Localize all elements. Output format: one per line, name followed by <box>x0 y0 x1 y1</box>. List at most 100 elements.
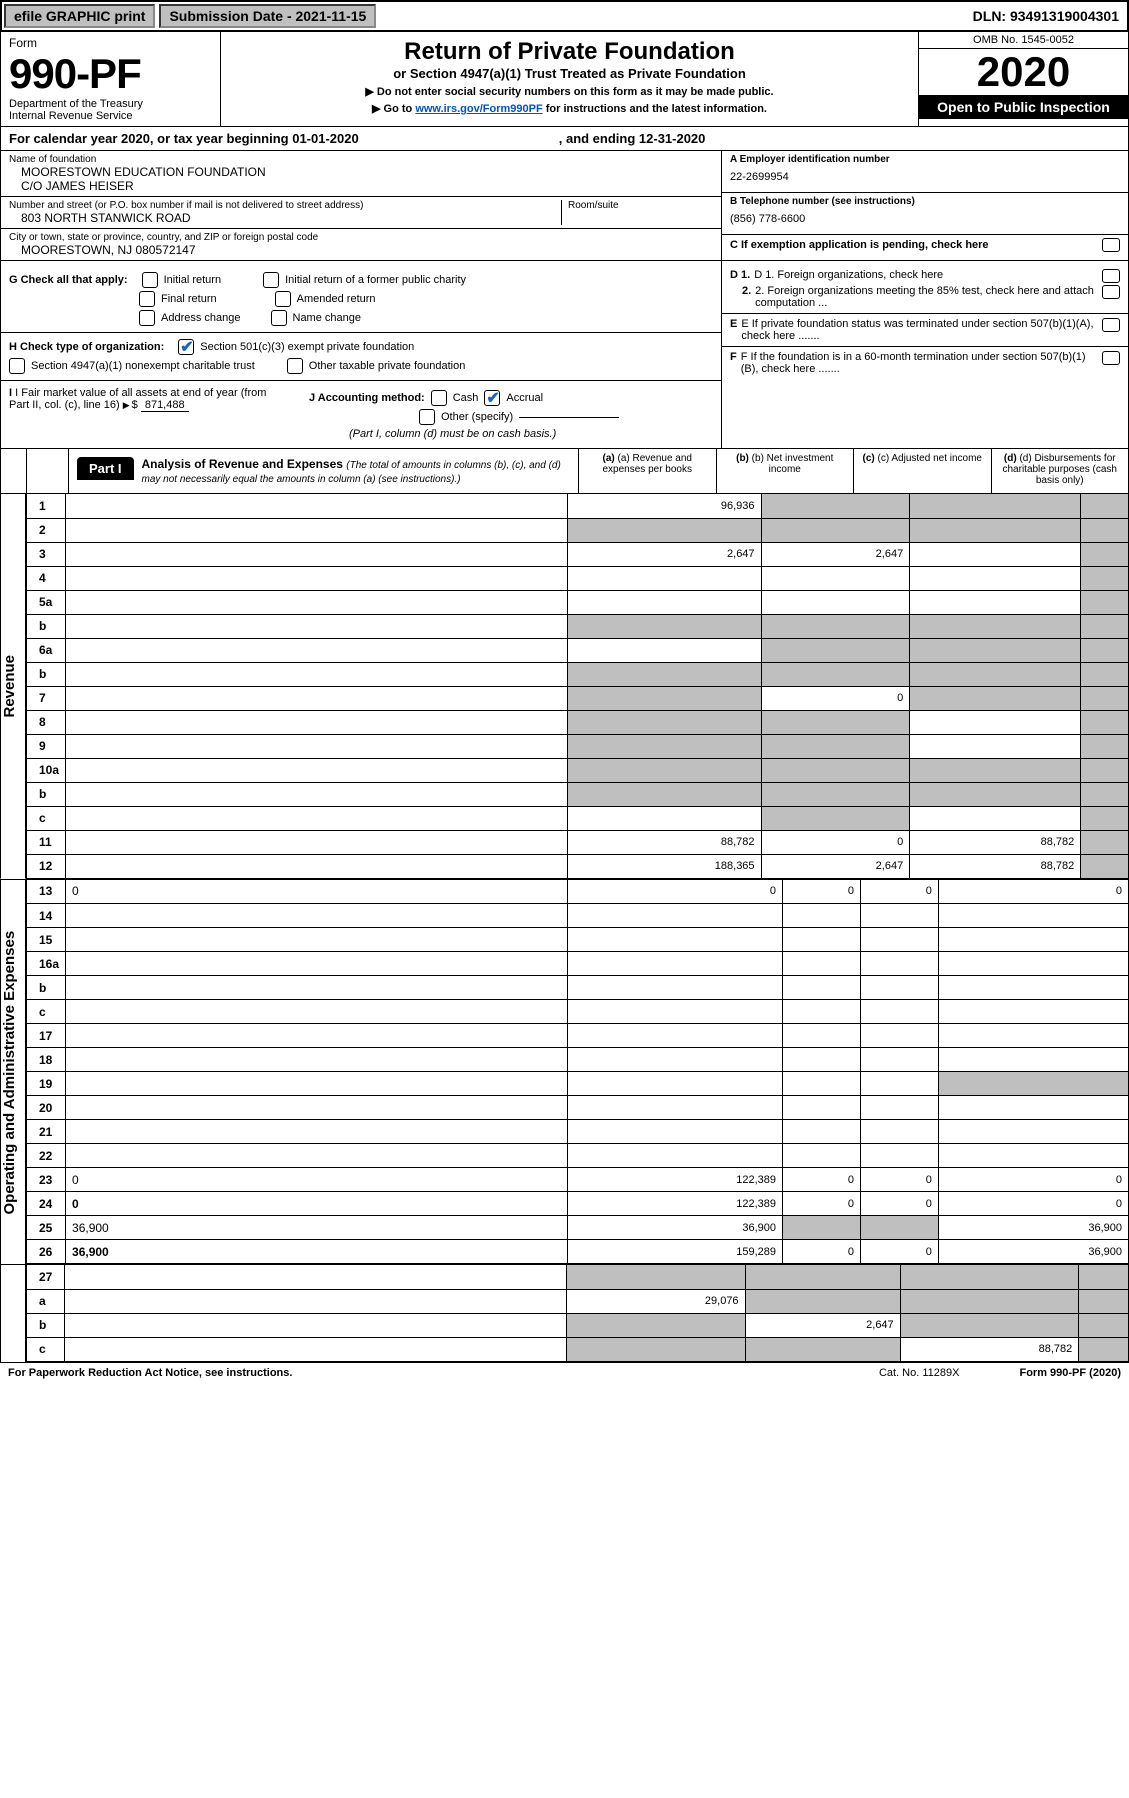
cell <box>66 494 568 518</box>
cell <box>860 1024 938 1048</box>
cell <box>568 1072 783 1096</box>
cell <box>567 1313 746 1337</box>
cell <box>568 1144 783 1168</box>
address-change-checkbox[interactable] <box>139 310 155 326</box>
table-row: 4 <box>27 566 1129 590</box>
cell <box>66 1048 568 1072</box>
table-row: 1188,782088,782 <box>27 830 1129 854</box>
year-block: OMB No. 1545-0052 2020 Open to Public In… <box>918 32 1128 126</box>
cell <box>65 1313 567 1337</box>
cell <box>910 782 1081 806</box>
cell: 36,900 <box>938 1216 1128 1240</box>
cat-number: Cat. No. 11289X <box>879 1367 960 1379</box>
cell <box>568 686 762 710</box>
name-change-checkbox[interactable] <box>271 310 287 326</box>
bottom-table: 27a29,076b2,647c88,782 <box>26 1265 1129 1362</box>
cell <box>1081 638 1129 662</box>
table-row: 10a <box>27 758 1129 782</box>
amended-return-checkbox[interactable] <box>275 291 291 307</box>
line-d1: D 1.D 1. Foreign organizations, check he… <box>730 269 1120 283</box>
g-label: G Check all that apply: <box>9 274 128 286</box>
cell: 18 <box>27 1048 66 1072</box>
initial-return-checkbox[interactable] <box>142 272 158 288</box>
table-row: c <box>27 1000 1129 1024</box>
cell <box>900 1289 1079 1313</box>
col-b-head: (b) Net investment income <box>752 453 834 475</box>
table-row: 15 <box>27 928 1129 952</box>
cell <box>1081 854 1129 878</box>
form-title: Return of Private Foundation <box>231 38 908 66</box>
table-row: 5a <box>27 590 1129 614</box>
d1-checkbox[interactable] <box>1102 269 1120 283</box>
cell <box>938 1120 1128 1144</box>
cell <box>1081 590 1129 614</box>
form-ref: Form 990-PF (2020) <box>1019 1367 1121 1379</box>
pra-notice: For Paperwork Reduction Act Notice, see … <box>8 1367 292 1379</box>
cell <box>910 662 1081 686</box>
cell <box>66 758 568 782</box>
line-g: G Check all that apply: Initial return I… <box>9 272 713 288</box>
final-return-label: Final return <box>161 293 217 305</box>
cell: 15 <box>27 928 66 952</box>
cell <box>568 1120 783 1144</box>
other-method-checkbox[interactable] <box>419 409 435 425</box>
cell <box>1081 542 1129 566</box>
initial-public-checkbox[interactable] <box>263 272 279 288</box>
cell <box>568 614 762 638</box>
cell: 188,365 <box>568 854 762 878</box>
form-id-block: Form 990-PF Department of the Treasury I… <box>1 32 221 126</box>
cell <box>568 734 762 758</box>
line-g2: Final return Amended return <box>9 291 713 307</box>
f-checkbox[interactable] <box>1102 351 1120 365</box>
cell <box>568 566 762 590</box>
cell: 36,900 <box>66 1216 568 1240</box>
address-cell: Number and street (or P.O. box number if… <box>1 197 721 229</box>
efile-print-button[interactable]: efile GRAPHIC print <box>4 4 155 28</box>
d2-checkbox[interactable] <box>1102 285 1120 299</box>
table-row: 9 <box>27 734 1129 758</box>
cell <box>910 566 1081 590</box>
cell: 25 <box>27 1216 66 1240</box>
table-row: 17 <box>27 1024 1129 1048</box>
cell <box>1081 830 1129 854</box>
irs-link[interactable]: www.irs.gov/Form990PF <box>415 103 542 115</box>
cell <box>761 734 910 758</box>
table-row: 27 <box>27 1265 1129 1289</box>
cell: 12 <box>27 854 66 878</box>
cell: 19 <box>27 1072 66 1096</box>
cell: 88,782 <box>910 830 1081 854</box>
cell: 6a <box>27 638 66 662</box>
cell <box>66 566 568 590</box>
final-return-checkbox[interactable] <box>139 291 155 307</box>
address-change-label: Address change <box>161 312 241 324</box>
section-4947-checkbox[interactable] <box>9 358 25 374</box>
accrual-checkbox[interactable] <box>484 390 500 406</box>
table-row: 2536,90036,90036,900 <box>27 1216 1129 1240</box>
cell <box>761 494 910 518</box>
cell <box>938 1024 1128 1048</box>
section-4947-label: Section 4947(a)(1) nonexempt charitable … <box>31 360 255 372</box>
e-checkbox[interactable] <box>1102 318 1120 332</box>
cell <box>1081 710 1129 734</box>
cell: b <box>27 976 66 1000</box>
cell: 122,389 <box>568 1168 783 1192</box>
cell <box>860 1096 938 1120</box>
cell: 0 <box>938 880 1128 904</box>
cell: 24 <box>27 1192 66 1216</box>
f-label: F If the foundation is in a 60-month ter… <box>741 351 1098 375</box>
cell <box>900 1265 1079 1289</box>
cell: 0 <box>783 880 861 904</box>
table-row: 70 <box>27 686 1129 710</box>
section-501c3-checkbox[interactable] <box>178 339 194 355</box>
cell: 2,647 <box>745 1313 900 1337</box>
cell: 36,900 <box>568 1216 783 1240</box>
cash-checkbox[interactable] <box>431 390 447 406</box>
exemption-checkbox[interactable] <box>1102 238 1120 252</box>
table-row: 32,6472,647 <box>27 542 1129 566</box>
name-change-label: Name change <box>293 312 362 324</box>
cell <box>66 928 568 952</box>
e-label: E If private foundation status was termi… <box>741 318 1098 342</box>
other-taxable-checkbox[interactable] <box>287 358 303 374</box>
cell <box>568 952 783 976</box>
cell: 2,647 <box>761 854 910 878</box>
